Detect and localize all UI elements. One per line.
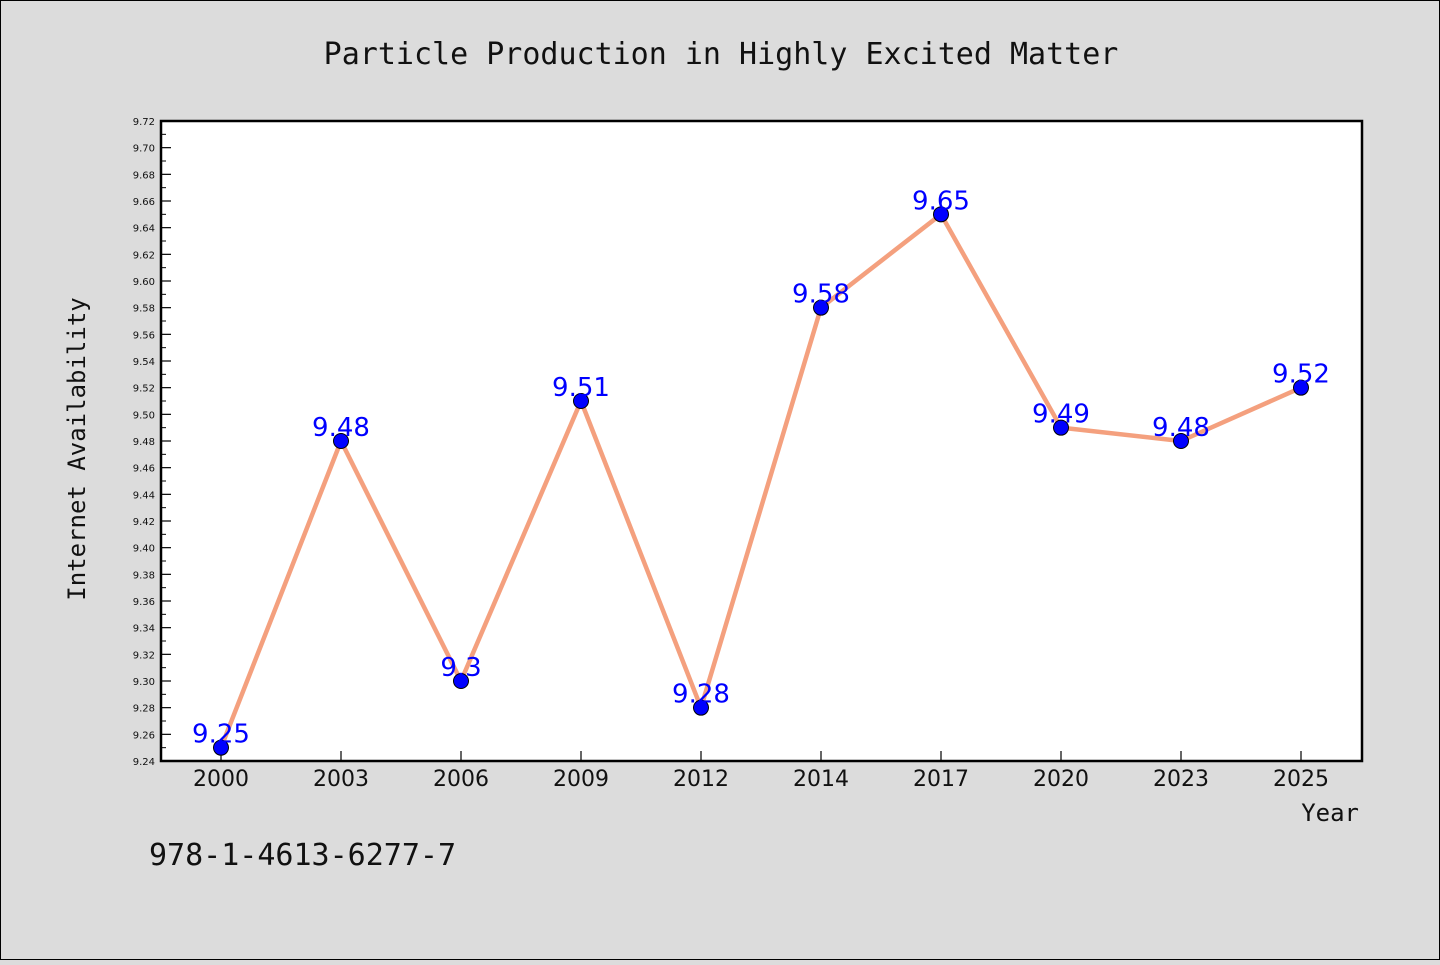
y-axis-label: Internet Availability (63, 297, 91, 600)
data-point (213, 739, 229, 756)
y-tick-label: 9.44 (133, 490, 155, 501)
data-point (693, 699, 709, 716)
y-tick-label: 9.30 (133, 677, 155, 688)
y-tick-label: 9.70 (133, 144, 155, 155)
y-tick-label: 9.58 (133, 304, 155, 315)
isbn-annotation: 978-1-4613-6277-7 (149, 838, 456, 873)
y-tick-label: 9.54 (133, 357, 155, 368)
x-axis-ticks: 2000 2003 2006 2009 2012 2014 2017 2020 2023 2025 (193, 751, 1329, 792)
y-tick-label: 9.48 (133, 437, 155, 448)
y-tick-label: 9.68 (133, 170, 155, 181)
data-point (1173, 433, 1189, 449)
y-tick-label: 9.72 (133, 117, 155, 128)
data-label: 9.58 (792, 280, 850, 310)
x-axis-label: Year (1301, 799, 1359, 827)
x-tick-label: 2023 (1153, 767, 1209, 792)
data-label: 9.3 (440, 653, 481, 683)
data-label: 9.52 (1272, 360, 1330, 390)
y-tick-label: 9.56 (133, 330, 155, 341)
data-label: 9.48 (1152, 413, 1210, 443)
y-axis-ticks: 9.24 9.26 9.28 9.30 9.32 9.34 9.36 9.38 9.40 9.42… (133, 117, 171, 768)
x-tick-label: 2003 (313, 767, 369, 792)
y-tick-label: 9.60 (133, 277, 155, 288)
data-label: 9.25 (192, 720, 250, 750)
y-tick-label: 9.26 (133, 730, 155, 741)
data-point (453, 673, 469, 689)
data-point (333, 433, 349, 449)
y-tick-label: 9.40 (133, 544, 155, 555)
data-label: 9.65 (912, 186, 970, 216)
series-group: 9.25 9.48 9.3 9.51 9.28 9.58 9.65 9.49 9.48 9.52 (192, 186, 1330, 756)
data-label: 9.48 (312, 413, 370, 443)
x-tick-label: 2006 (433, 767, 489, 792)
x-tick-label: 2012 (673, 767, 729, 792)
y-tick-label: 9.36 (133, 597, 155, 608)
data-label: 9.51 (552, 373, 610, 403)
y-tick-label: 9.46 (133, 464, 155, 475)
y-tick-label: 9.28 (133, 704, 155, 715)
data-point (933, 206, 949, 223)
data-label: 9.28 (672, 680, 730, 710)
data-point (813, 299, 829, 316)
x-tick-label: 2025 (1273, 767, 1329, 792)
chart-title: Particle Production in Highly Excited Ma… (324, 37, 1119, 72)
y-tick-label: 9.64 (133, 224, 155, 235)
data-label: 9.49 (1032, 400, 1090, 430)
y-tick-label: 9.32 (133, 650, 155, 661)
y-tick-label: 9.24 (133, 757, 155, 768)
data-point (573, 393, 589, 409)
data-point (1053, 419, 1069, 436)
x-tick-label: 2020 (1033, 767, 1089, 792)
y-tick-label: 9.52 (133, 384, 155, 395)
x-tick-label: 2009 (553, 767, 609, 792)
y-tick-label: 9.34 (133, 624, 155, 635)
series-line (218, 212, 1302, 749)
x-tick-label: 2014 (793, 767, 849, 792)
y-tick-label: 9.66 (133, 197, 155, 208)
x-tick-label: 2000 (193, 767, 249, 792)
data-point (1293, 379, 1309, 396)
y-tick-label: 9.62 (133, 250, 155, 261)
y-tick-label: 9.38 (133, 570, 155, 581)
x-tick-label: 2017 (913, 767, 969, 792)
y-tick-label: 9.42 (133, 517, 155, 528)
y-tick-label: 9.50 (133, 410, 155, 421)
